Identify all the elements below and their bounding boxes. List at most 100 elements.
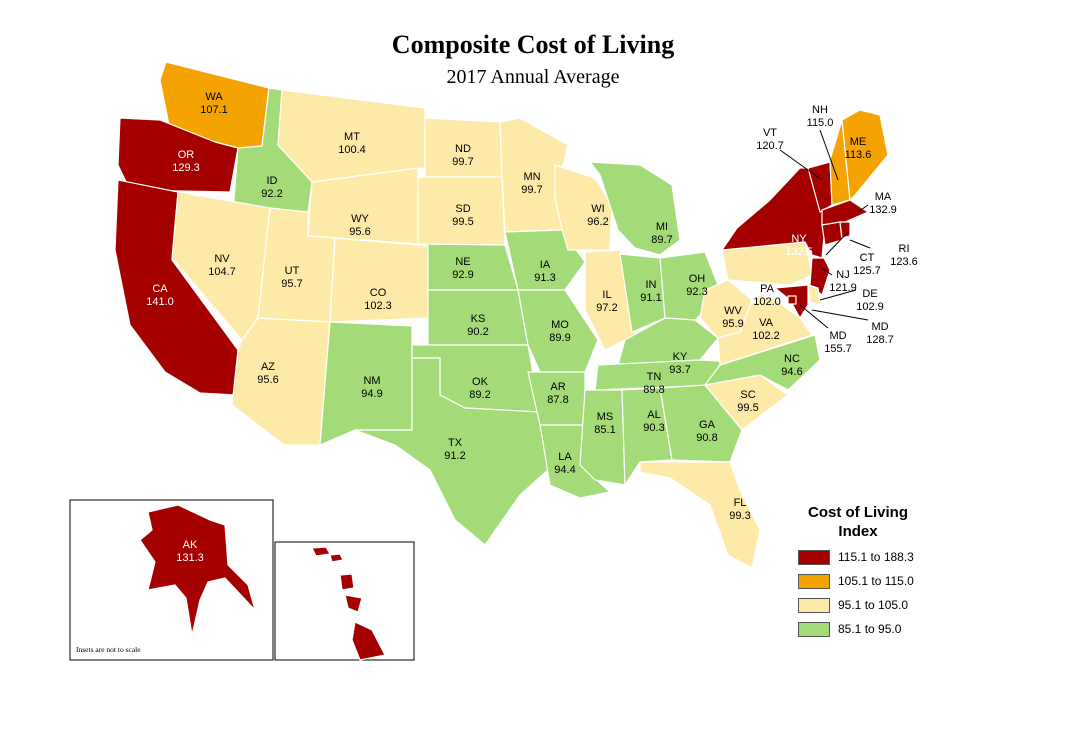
label-oh-value: 92.3 (686, 286, 707, 298)
state-fl[interactable] (639, 461, 761, 569)
state-tx[interactable] (354, 357, 549, 546)
label-mn-abbr: MN (523, 171, 540, 183)
label-mo-value: 89.9 (549, 332, 570, 344)
state-nj[interactable] (809, 257, 831, 296)
label-wy-abbr: WY (351, 213, 369, 225)
label-ma-value: 132.9 (869, 204, 897, 216)
label-ia-abbr: IA (540, 259, 551, 271)
state-al[interactable] (621, 387, 673, 486)
label-in-abbr: IN (646, 279, 657, 291)
label-nc-abbr: NC (784, 353, 800, 365)
label-me-abbr: ME (850, 136, 867, 148)
legend-label-2: 105.1 to 115.0 (838, 574, 914, 588)
label-tx-value: 91.2 (444, 450, 465, 462)
state-de[interactable] (807, 284, 821, 306)
legend-swatch-2 (798, 573, 830, 589)
label-wv-value: 95.9 (722, 318, 743, 330)
state-nc[interactable] (704, 334, 821, 391)
label-ar-abbr: AR (550, 381, 565, 393)
label-oh-abbr: OH (689, 273, 706, 285)
label-fl-abbr: FL (734, 497, 747, 509)
legend-label-4: 85.1 to 95.0 (838, 622, 902, 636)
label-pa-abbr: PA (760, 283, 775, 295)
label-hi-value: 188.3 (324, 612, 352, 624)
label-wa-abbr: WA (205, 91, 223, 103)
label-in-value: 91.1 (640, 292, 661, 304)
state-mi[interactable] (589, 161, 681, 256)
label-ky-value: 93.7 (669, 364, 690, 376)
label-ks-value: 90.2 (467, 326, 488, 338)
label-tn-abbr: TN (647, 371, 662, 383)
label-ri-value: 123.6 (890, 256, 918, 268)
label-nv-abbr: NV (214, 253, 230, 265)
state-ct[interactable] (821, 221, 843, 246)
label-nh-value: 115.0 (807, 117, 834, 129)
label-md-abbr: MD (871, 321, 888, 333)
state-wi[interactable] (554, 164, 613, 251)
leader-lines (779, 129, 871, 329)
label-wa-value: 107.1 (200, 104, 228, 116)
state-ri[interactable] (839, 221, 851, 239)
state-or[interactable] (117, 117, 239, 193)
label-vt-abbr: VT (763, 127, 777, 139)
state-dc[interactable] (787, 295, 797, 305)
label-or-abbr: OR (178, 149, 195, 161)
label-ok-abbr: OK (472, 376, 489, 388)
label-ct-abbr: CT (860, 252, 875, 264)
legend-item-3: 95.1 to 105.0 (798, 596, 908, 614)
map-subtitle: 2017 Annual Average (446, 66, 620, 88)
legend-label-3: 95.1 to 105.0 (838, 598, 909, 612)
label-mi-abbr: MI (656, 221, 668, 233)
label-ut-abbr: UT (285, 265, 300, 277)
state-ny[interactable] (721, 167, 826, 259)
state-ms[interactable] (579, 389, 626, 486)
label-de-abbr: DE (862, 288, 877, 300)
label-az-abbr: AZ (261, 361, 275, 373)
label-sc-abbr: SC (740, 389, 755, 401)
label-tx-abbr: TX (448, 437, 463, 449)
label-sc-value: 99.5 (737, 402, 758, 414)
label-il-abbr: IL (602, 289, 611, 301)
hawaii-inset-frame (274, 541, 415, 661)
label-va-abbr: VA (759, 317, 774, 329)
label-de-value: 102.9 (856, 301, 884, 313)
label-mo-abbr: MO (551, 319, 569, 331)
label-mn-value: 99.7 (521, 184, 542, 196)
label-ky-abbr: KY (673, 351, 688, 363)
label-ms-value: 85.1 (594, 424, 615, 436)
label-nd-value: 99.7 (452, 156, 473, 168)
label-ny-value: 132.5 (785, 246, 813, 258)
label-la-value: 94.4 (554, 464, 575, 476)
label-md-value: 128.7 (866, 334, 894, 346)
label-fl-value: 99.3 (729, 510, 750, 522)
label-vt-value: 120.7 (756, 140, 784, 152)
map-title: Composite Cost of Living (391, 30, 675, 59)
state-il[interactable] (584, 249, 636, 351)
state-az[interactable] (231, 317, 331, 446)
state-ma[interactable] (821, 199, 869, 226)
label-ca-abbr: CA (152, 283, 168, 295)
state-ak[interactable] (139, 504, 256, 636)
label-al-value: 90.3 (643, 422, 664, 434)
label-nm-abbr: NM (363, 375, 380, 387)
label-wi-value: 96.2 (587, 216, 608, 228)
legend-item-4: 85.1 to 95.0 (798, 620, 901, 638)
label-tn-value: 89.8 (643, 384, 664, 396)
legend-item-2: 105.1 to 115.0 (798, 572, 914, 590)
state-ia[interactable] (504, 229, 586, 291)
label-mt-abbr: MT (344, 131, 360, 143)
state-ga[interactable] (659, 384, 743, 463)
label-ar-value: 87.8 (547, 394, 568, 406)
label-ms-abbr: MS (597, 411, 614, 423)
label-ak-abbr: AK (183, 539, 198, 551)
label-ma-abbr: MA (875, 191, 892, 203)
legend-label-1: 115.1 to 188.3 (838, 550, 914, 564)
state-hi-islands[interactable] (311, 546, 386, 661)
label-la-abbr: LA (558, 451, 572, 463)
label-ri-abbr: RI (899, 243, 910, 255)
label-nj-value: 121.9 (829, 282, 857, 294)
legend-title: Cost of Living Index (808, 504, 908, 540)
label-nc-value: 94.6 (781, 366, 802, 378)
label-ga-abbr: GA (699, 419, 716, 431)
